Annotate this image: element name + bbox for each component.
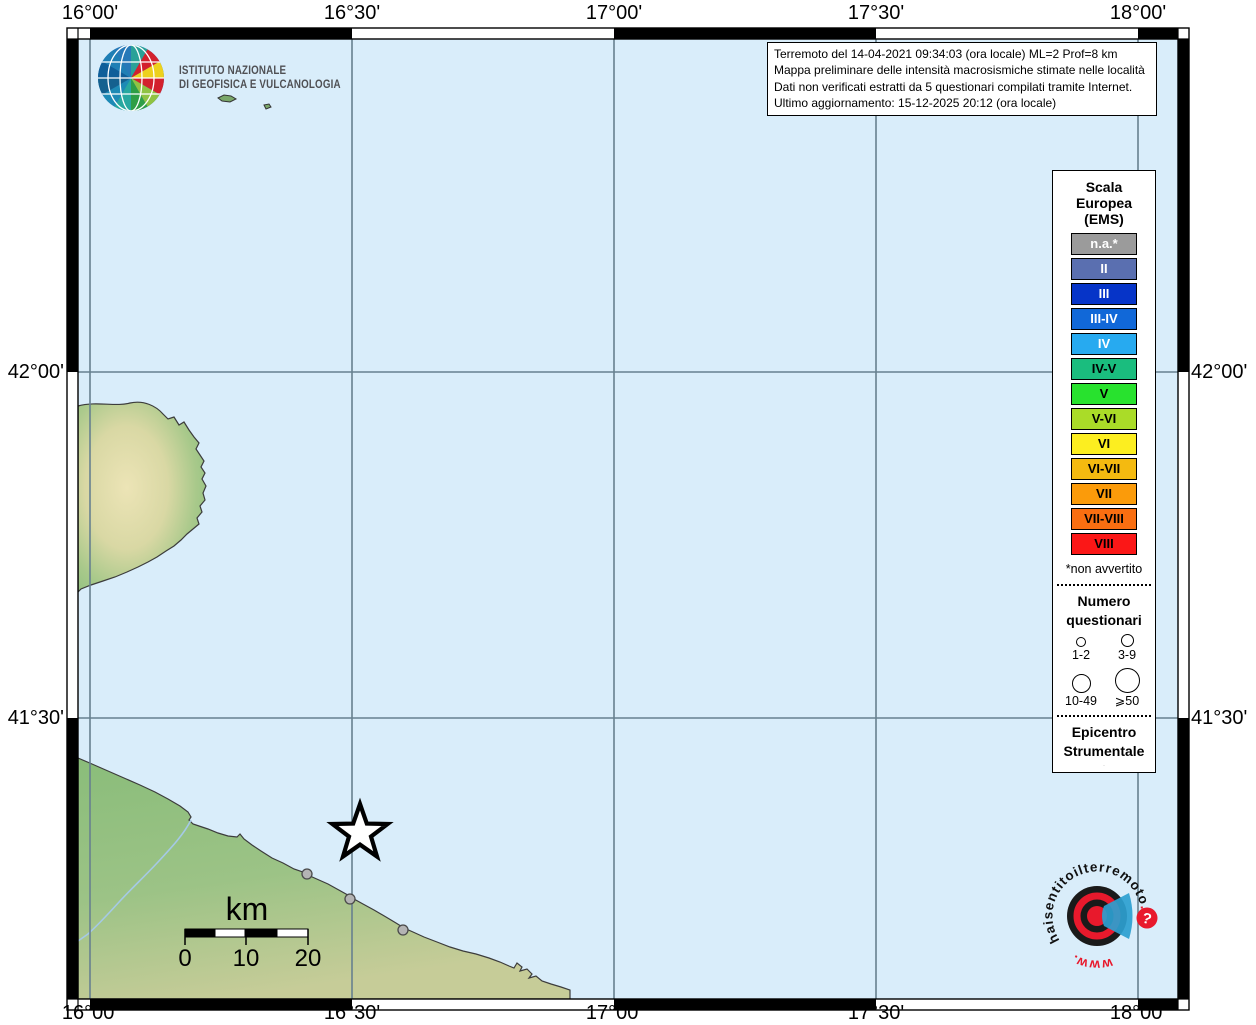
ems-chip-na: n.a.* xyxy=(1071,233,1137,255)
epicenter-title-line: Strumentale xyxy=(1063,743,1145,759)
logo-megaphone-icon xyxy=(1102,893,1133,939)
locality-circle xyxy=(397,924,409,936)
ems-chip-2: II xyxy=(1071,258,1137,280)
ems-chip-6: VI xyxy=(1071,433,1137,455)
lat-label-left-1: 41°30' xyxy=(7,707,64,729)
questionnaire-title-line: Numero xyxy=(1077,593,1131,609)
lat-label-right-1: 41°30' xyxy=(1191,707,1248,729)
lon-label-top-3: 17°30' xyxy=(847,2,905,24)
ems-chip-3-4: III-IV xyxy=(1071,308,1137,330)
lon-label-bottom-3: 17°30' xyxy=(847,1002,905,1024)
ingv-wordmark: ISTITUTO NAZIONALE DI GEOFISICA E VULCAN… xyxy=(179,64,341,92)
event-info-line1: Terremoto del 14-04-2021 09:34:03 (ora l… xyxy=(774,47,1118,61)
lon-label-top-4: 18°00' xyxy=(1109,2,1167,24)
size-circle-3-9 xyxy=(1120,634,1134,647)
ingv-wordmark-line1: ISTITUTO NAZIONALE xyxy=(179,65,287,77)
epicenter-star-icon xyxy=(1103,765,1105,766)
size-label-10-49: 10-49 xyxy=(1065,694,1097,708)
locality-circle xyxy=(344,893,356,905)
ems-chip-4-5: IV-V xyxy=(1071,358,1137,380)
legend-separator xyxy=(1057,715,1151,717)
legend-title-line: Europea xyxy=(1075,195,1132,211)
questionnaire-size-key: 1-2 3-9 10-49 ⩾50 xyxy=(1058,634,1150,709)
legend-title-line: (EMS) xyxy=(1084,211,1124,227)
scale-bar: km 0 10 20 xyxy=(178,891,321,972)
locality-circle xyxy=(301,868,313,880)
tremiti-islands xyxy=(217,94,272,110)
ems-chip-5: V xyxy=(1071,383,1137,405)
ingv-wordmark-line2: DI GEOFISICA E VULCANOLOGIA xyxy=(179,79,341,91)
size-circle-50 xyxy=(1114,668,1140,693)
legend-title: Scala Europea (EMS) xyxy=(1076,179,1132,227)
gargano-peninsula xyxy=(77,401,207,594)
event-info-line2: Mappa preliminare delle intensità macros… xyxy=(774,63,1145,78)
ems-chip-5-6: V-VI xyxy=(1071,408,1137,430)
lon-label-top-0: 16°00' xyxy=(61,2,119,24)
legend-footnote: *non avvertito xyxy=(1065,562,1143,576)
ems-chip-7: VII xyxy=(1071,483,1137,505)
sea-area xyxy=(78,39,1178,999)
size-label-50: ⩾50 xyxy=(1114,694,1140,708)
locality-markers xyxy=(301,868,409,936)
lat-label-right-0: 42°00' xyxy=(1191,361,1248,383)
ems-chip-8: VIII xyxy=(1071,533,1137,555)
lon-label-bottom-2: 17°00' xyxy=(585,1002,643,1024)
logo-question-badge xyxy=(1136,907,1158,929)
logo-question-mark: ? xyxy=(1140,910,1153,929)
event-info-line4: Ultimo aggiornamento: 15-12-2025 20:12 (… xyxy=(774,95,1057,110)
lon-label-bottom-4: 18°00' xyxy=(1109,1002,1167,1024)
epicenter-title: Epicentro Strumentale xyxy=(1064,723,1145,761)
scale-tick-10: 10 xyxy=(233,945,260,972)
questionnaire-title-line: questionari xyxy=(1066,612,1142,628)
lon-label-bottom-1: 16°30' xyxy=(323,1002,381,1024)
lon-label-bottom-0: 16°00' xyxy=(61,1002,119,1024)
scale-tick-20: 20 xyxy=(295,945,322,972)
scale-bar-unit: km xyxy=(226,891,269,927)
map-frame xyxy=(66,27,1190,1011)
size-circle-10-49 xyxy=(1071,674,1091,693)
size-label-3-9: 3-9 xyxy=(1117,648,1137,662)
legend-panel: Scala Europea (EMS) n.a.* II III III-IV … xyxy=(1052,170,1156,773)
ems-chip-3: III xyxy=(1071,283,1137,305)
ingv-globe-icon xyxy=(97,44,165,112)
size-label-1-2: 1-2 xyxy=(1071,648,1091,662)
scale-tick-0: 0 xyxy=(178,945,191,972)
event-info-line3: Dati non verificati estratti da 5 questi… xyxy=(774,79,1133,94)
legend-title-line: Scala xyxy=(1085,179,1123,195)
lon-label-top-1: 16°30' xyxy=(323,2,381,24)
questionnaire-title: Numero questionari xyxy=(1066,592,1141,630)
epicenter-title-line: Epicentro xyxy=(1071,724,1137,740)
ofanto-river xyxy=(77,819,192,942)
legend-separator xyxy=(1057,584,1151,586)
ems-chip-7-8: VII-VIII xyxy=(1071,508,1137,530)
epicenter-star xyxy=(326,797,394,862)
event-info-box: Terremoto del 14-04-2021 09:34:03 (ora l… xyxy=(767,42,1157,117)
lon-label-top-2: 17°00' xyxy=(585,2,643,24)
ems-chip-4: IV xyxy=(1071,333,1137,355)
ems-chip-6-7: VI-VII xyxy=(1071,458,1137,480)
lat-label-left-0: 42°00' xyxy=(7,361,64,383)
size-circle-1-2 xyxy=(1076,637,1086,647)
